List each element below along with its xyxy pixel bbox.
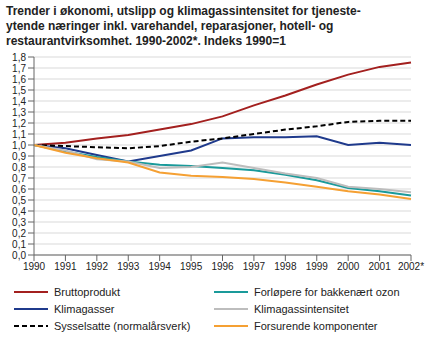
svg-text:1,5: 1,5: [12, 85, 26, 96]
svg-text:0,9: 0,9: [12, 151, 26, 162]
svg-text:1,6: 1,6: [12, 74, 26, 85]
svg-text:0,6: 0,6: [12, 184, 26, 195]
svg-text:1998: 1998: [274, 261, 297, 272]
svg-text:0,0: 0,0: [12, 250, 26, 261]
svg-text:1990: 1990: [23, 261, 46, 272]
svg-text:2000: 2000: [337, 261, 360, 272]
html-text:Trender i økonomi, utslipp og: Trender i økonomi, utslipp og klimagassi…: [6, 4, 361, 48]
svg-text:1,4: 1,4: [12, 96, 26, 107]
svg-text:1,1: 1,1: [12, 129, 26, 140]
svg-text:0,2: 0,2: [12, 228, 26, 239]
svg-text:1,8: 1,8: [12, 52, 26, 63]
html-text:Klimagassintensitet: Klimagassintensitet: [254, 302, 349, 315]
svg-text:1997: 1997: [243, 261, 266, 272]
svg-text:0,5: 0,5: [12, 195, 26, 206]
svg-text:1,0: 1,0: [12, 140, 26, 151]
html-text:Klimagasser: Klimagasser: [54, 302, 115, 315]
html-text:Sysselsatte (normalårsverk): Sysselsatte (normalårsverk): [54, 319, 191, 332]
svg-text:1,2: 1,2: [12, 118, 26, 129]
svg-text:2001: 2001: [368, 261, 391, 272]
svg-text:1994: 1994: [149, 261, 172, 272]
svg-text:0,4: 0,4: [12, 206, 26, 217]
svg-text:1,3: 1,3: [12, 107, 26, 118]
html-text:Bruttoprodukt: Bruttoprodukt: [54, 285, 120, 298]
svg-text:1991: 1991: [54, 261, 77, 272]
html-text:Forsurende komponenter: Forsurende komponenter: [254, 319, 378, 332]
html-text:Forløpere for bakkenært ozon: Forløpere for bakkenært ozon: [254, 285, 400, 298]
svg-text:1999: 1999: [306, 261, 329, 272]
svg-text:1992: 1992: [86, 261, 109, 272]
svg-text:1996: 1996: [211, 261, 234, 272]
svg-text:0,8: 0,8: [12, 162, 26, 173]
svg-text:0,3: 0,3: [12, 217, 26, 228]
svg-text:1995: 1995: [180, 261, 203, 272]
svg-text:1,7: 1,7: [12, 63, 26, 74]
svg-text:0,1: 0,1: [12, 239, 26, 250]
svg-text:2002*: 2002*: [398, 261, 419, 272]
svg-text:1993: 1993: [117, 261, 140, 272]
svg-text:0,7: 0,7: [12, 173, 26, 184]
